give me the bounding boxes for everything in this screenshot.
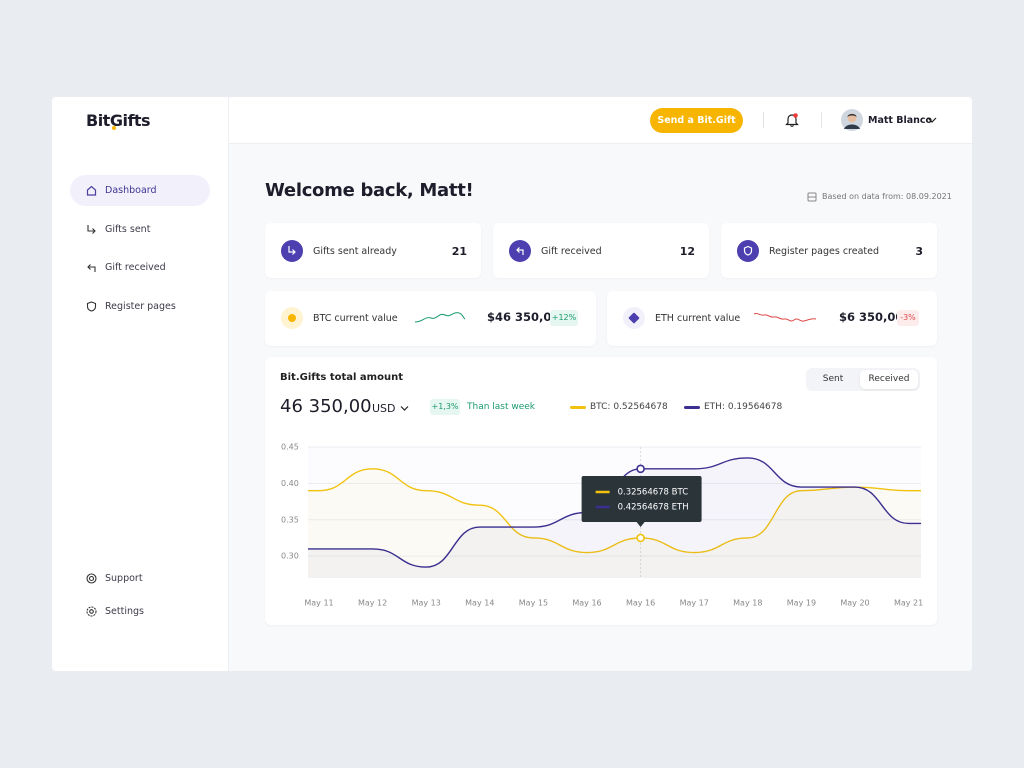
x-tick-label: May 21 (894, 599, 923, 608)
tab[interactable]: Received (868, 374, 910, 384)
legend-swatch (570, 406, 586, 409)
price-card (265, 291, 596, 346)
chart-title: Bit.Gifts total amount (280, 372, 403, 383)
x-tick-label: May 12 (358, 599, 387, 608)
logo[interactable]: BitGifts (86, 111, 151, 130)
sparkline (415, 312, 466, 323)
x-tick-label: May 11 (304, 599, 333, 608)
icon-settings (86, 606, 97, 617)
currency[interactable]: USD (372, 402, 396, 415)
nav-item[interactable]: Register pages (105, 301, 176, 312)
change-badge (550, 310, 578, 326)
change-note: Than last week (467, 402, 536, 412)
icon-sent (87, 225, 96, 234)
stat-icon (281, 240, 303, 262)
nav-active-bg (70, 175, 210, 206)
send-button[interactable] (650, 108, 743, 133)
note-icon (807, 192, 817, 202)
nav-item[interactable]: Settings (105, 606, 144, 617)
welcome-title: Welcome back, Matt! (265, 180, 474, 201)
tab-active[interactable] (860, 370, 918, 389)
x-tick-label: May 19 (787, 599, 816, 608)
icon-shield (86, 301, 97, 312)
tooltip-arrow (636, 522, 645, 527)
divider (821, 112, 822, 128)
y-tick-label: 0.40 (281, 479, 299, 488)
price-change: +12% (551, 313, 577, 322)
logo-dot (112, 126, 116, 130)
stat-icon (737, 240, 759, 262)
icon-circle (737, 240, 759, 262)
change-badge (897, 310, 919, 326)
nav-item[interactable]: Dashboard (105, 185, 157, 196)
x-tick-label: May 16 (572, 599, 601, 608)
stat-value: 12 (679, 245, 695, 258)
divider (763, 112, 764, 128)
icon-home (86, 185, 97, 196)
icon-received (87, 264, 96, 272)
legend-label: ETH: 0.19564678 (704, 402, 783, 412)
tab[interactable]: Sent (822, 374, 844, 384)
sparkline-path (415, 312, 466, 323)
nav-item[interactable]: Gifts sent (105, 224, 151, 235)
y-tick-label: 0.30 (281, 552, 299, 561)
stat-label: Gifts sent already (313, 246, 397, 257)
x-tick-label: May 17 (680, 599, 709, 608)
x-tick-label: May 18 (733, 599, 762, 608)
price-card (607, 291, 937, 346)
x-tick-label: May 13 (412, 599, 441, 608)
legend-swatch (684, 406, 700, 409)
y-tick-label: 0.35 (281, 515, 299, 524)
price-change: -3% (900, 313, 916, 322)
tooltip-text: 0.32564678 BTC (618, 488, 689, 498)
stat-label: Register pages created (769, 246, 880, 257)
tooltip-point (636, 464, 645, 474)
price-label: ETH current value (655, 313, 741, 324)
stat-icon (509, 240, 531, 262)
x-tick-label: May 20 (840, 599, 869, 608)
x-tick-label: May 15 (519, 599, 548, 608)
line-chart: 0.30 0.35 0.40 0.45 May 11 May 12 May 13 May 14… (281, 443, 923, 608)
stat-label: Gift received (541, 246, 602, 257)
change-value: +1,3% (431, 402, 459, 411)
currency-chevron[interactable] (400, 405, 409, 412)
price-value: $46 350,00 (487, 310, 560, 324)
data-note: Based on data from: 08.09.2021 (822, 192, 952, 201)
series-area (308, 468, 921, 578)
user-name[interactable]: Matt Blanco (868, 115, 933, 126)
icon-circle (281, 240, 303, 262)
change-badge (430, 399, 460, 415)
icon-circle (509, 240, 531, 262)
icon-support (86, 573, 97, 584)
icon-glyph (516, 247, 524, 255)
price-value: $6 350,00 (839, 310, 904, 324)
x-tick-label: May 16 (626, 599, 655, 608)
tooltip-point (636, 533, 645, 543)
stat-value: 21 (451, 245, 467, 258)
icon-glyph (743, 245, 753, 256)
tooltip-box (581, 476, 702, 522)
bell-icon[interactable] (785, 112, 800, 128)
total-amount: 46 350,00 (280, 396, 372, 417)
nav-item[interactable]: Gift received (105, 262, 166, 273)
y-tick-label: 0.45 (281, 443, 299, 452)
send-button-label[interactable]: Send a Bit.Gift (657, 115, 736, 126)
chevron[interactable] (927, 116, 937, 124)
legend-label: BTC: 0.52564678 (590, 402, 668, 412)
sparkline (754, 312, 817, 322)
avatar[interactable] (841, 109, 863, 131)
sparkline-path (754, 312, 817, 322)
tooltip-text: 0.42564678 ETH (618, 503, 689, 513)
x-tick-label: May 14 (465, 599, 494, 608)
icon-glyph (288, 246, 296, 255)
series-line (308, 468, 921, 554)
nav-item[interactable]: Support (105, 573, 143, 584)
price-label: BTC current value (313, 313, 398, 324)
stat-value: 3 (915, 245, 923, 258)
